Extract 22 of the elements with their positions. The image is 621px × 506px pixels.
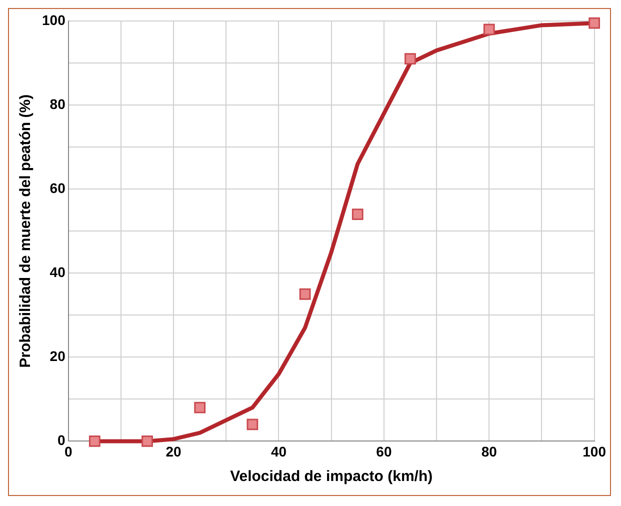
point: [483, 24, 495, 36]
point: [299, 288, 311, 300]
y-tick-label: 80: [50, 96, 66, 112]
x-axis-title: Velocidad de impacto (km/h): [230, 468, 433, 486]
x-tick-label: 60: [376, 443, 392, 460]
y-tick-label: 60: [50, 180, 66, 196]
x-tick-label: 80: [481, 443, 498, 460]
x-tick-label: 20: [166, 443, 182, 460]
x-tick-label: 100: [582, 443, 606, 460]
point: [246, 418, 258, 430]
point: [352, 208, 364, 220]
y-axis-title: Probabilidad de muerte del peatón (%): [17, 94, 34, 368]
point: [88, 436, 100, 447]
point: [142, 436, 153, 447]
x-tick-label: 40: [270, 443, 287, 460]
y-tick-label: 100: [42, 12, 66, 28]
point: [404, 53, 416, 65]
point: [194, 402, 206, 414]
y-tick-label: 40: [50, 264, 66, 280]
point: [588, 17, 600, 29]
y-tick-label: 20: [50, 348, 66, 364]
y-tick-label: 0: [58, 432, 66, 448]
